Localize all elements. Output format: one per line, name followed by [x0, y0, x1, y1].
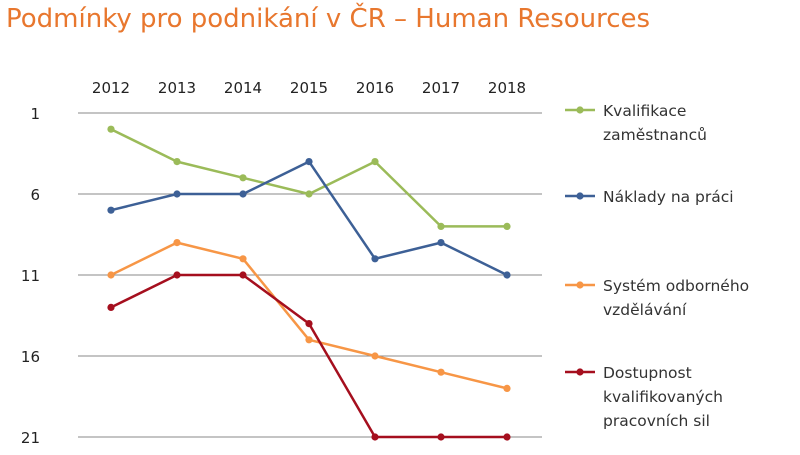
- legend-swatch-marker-1: [576, 106, 584, 114]
- data-point-3-2012: [107, 271, 115, 279]
- y-tick-label-16: 16: [21, 348, 40, 366]
- data-point-3-2017: [437, 368, 445, 376]
- legend-label-1-line-1: Kvalifikace: [603, 102, 686, 120]
- legend-swatch-marker-2: [576, 192, 584, 200]
- data-point-2-2018: [503, 271, 511, 279]
- legend-swatch-marker-4: [576, 368, 584, 376]
- series-line-3: [110, 241, 508, 390]
- legend-swatch-marker-3: [576, 281, 584, 289]
- y-tick-label-6: 6: [30, 186, 40, 204]
- data-point-2-2014: [239, 190, 247, 198]
- legend-label-4-line-3: pracovních sil: [603, 412, 710, 430]
- data-point-2-2017: [437, 239, 445, 247]
- legend-label-3-line-1: Systém odborného: [603, 277, 749, 295]
- series-line-2: [110, 160, 508, 277]
- data-point-1-2014: [239, 174, 247, 182]
- series-2: [107, 158, 511, 279]
- data-point-1-2012: [107, 125, 115, 133]
- data-point-3-2016: [371, 352, 379, 360]
- series-3: [107, 239, 511, 392]
- data-point-3-2013: [173, 239, 181, 247]
- data-point-4-2018: [503, 433, 511, 441]
- x-tick-label-2016: 2016: [356, 79, 394, 97]
- data-point-1-2017: [437, 222, 445, 230]
- data-point-4-2012: [107, 303, 115, 311]
- data-point-2-2016: [371, 255, 379, 263]
- data-point-2-2015: [305, 158, 313, 166]
- y-tick-label-21: 21: [21, 429, 40, 447]
- data-point-4-2016: [371, 433, 379, 441]
- data-point-2-2012: [107, 206, 115, 214]
- data-point-4-2013: [173, 271, 181, 279]
- legend: Kvalifikace zaměstnanců Náklady na práci Sy…: [565, 102, 749, 430]
- legend-label-2-line-1: Náklady na práci: [603, 188, 734, 206]
- x-axis-tick-labels: 2012 2013 2014 2015 2016 2017 2018: [92, 79, 526, 97]
- data-point-3-2018: [503, 384, 511, 392]
- legend-label-4-line-1: Dostupnost: [603, 364, 692, 382]
- data-point-3-2015: [305, 336, 313, 344]
- data-point-1-2015: [305, 190, 313, 198]
- data-point-1-2013: [173, 158, 181, 166]
- x-tick-label-2013: 2013: [158, 79, 196, 97]
- x-tick-label-2018: 2018: [488, 79, 526, 97]
- series-lines: [107, 125, 511, 441]
- legend-item-4: Dostupnost kvalifikovaných pracovních sil: [565, 364, 723, 430]
- y-tick-label-11: 11: [21, 267, 40, 285]
- x-tick-label-2012: 2012: [92, 79, 130, 97]
- x-tick-label-2014: 2014: [224, 79, 262, 97]
- series-1: [107, 125, 511, 230]
- x-tick-label-2017: 2017: [422, 79, 460, 97]
- data-point-4-2017: [437, 433, 445, 441]
- series-4: [107, 271, 511, 441]
- data-point-2-2013: [173, 190, 181, 198]
- data-point-4-2015: [305, 320, 313, 328]
- page-title: Podmínky pro podnikání v ČR – Human Reso…: [6, 4, 651, 34]
- legend-label-1-line-2: zaměstnanců: [603, 126, 707, 144]
- data-point-1-2016: [371, 158, 379, 166]
- legend-item-1: Kvalifikace zaměstnanců: [565, 102, 707, 144]
- legend-label-4-line-2: kvalifikovaných: [603, 388, 723, 406]
- data-point-1-2018: [503, 222, 511, 230]
- data-point-3-2014: [239, 255, 247, 263]
- legend-item-2: Náklady na práci: [565, 188, 734, 206]
- x-tick-label-2015: 2015: [290, 79, 328, 97]
- series-line-1: [110, 128, 507, 228]
- data-point-4-2014: [239, 271, 247, 279]
- legend-label-3-line-2: vzdělávání: [603, 301, 687, 319]
- legend-item-3: Systém odborného vzdělávání: [565, 277, 749, 319]
- y-tick-label-1: 1: [30, 105, 40, 123]
